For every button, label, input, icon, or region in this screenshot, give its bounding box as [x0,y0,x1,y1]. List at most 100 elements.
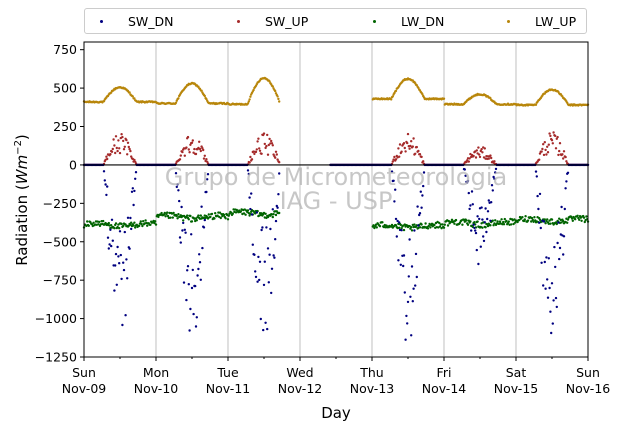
sw-dn-point [177,189,180,192]
sw-dn-point [466,179,470,183]
lw-dn-point [446,224,450,227]
sw-dn-point [546,296,550,299]
sw-dn-point [486,217,489,221]
grid-lines [155,42,517,357]
sw-up-point [481,151,484,154]
lw-dn-point [378,225,382,228]
sw-up-point [477,146,480,149]
sw-up-point [249,155,252,159]
sw-up-point [262,132,266,135]
legend-marker-sw-dn [100,20,103,23]
lw-dn-point [514,221,517,224]
lw-dn-point [424,222,427,225]
lw-up-point [131,95,134,98]
sw-up-point [483,147,486,150]
sw-dn-point [176,183,179,186]
lw-dn-point [413,223,416,226]
y-tick-label: 750 [53,42,77,57]
lw-dn-point [164,215,167,218]
sw-dn-point [564,187,567,190]
sw-dn-point [261,226,264,229]
legend-label-sw-dn: SW_DN [128,14,174,29]
lw-dn-point [502,220,505,224]
sw-dn-point [396,219,399,223]
sw-dn-point [403,291,406,294]
sw-up-point [542,153,546,157]
sw-dn-point [394,217,398,221]
lw-dn-point [532,220,535,223]
sw-dn-point [122,268,126,272]
lw-dn-point [130,221,133,224]
sw-up-point [201,147,204,150]
sw-dn-point [206,178,209,181]
sw-dn-point [255,211,258,214]
sw-dn-point [402,254,406,257]
lw-dn-point [433,223,436,227]
sw-up-point [258,147,261,150]
legend-label-lw-dn: LW_DN [401,14,445,29]
sw-dn-point [175,185,178,189]
sw-up-point [541,147,544,151]
sw-up-point [565,160,568,163]
sw-up-point [186,135,190,139]
x-tick-label-day: Mon [143,365,169,380]
sw-dn-point [250,192,253,195]
sw-dn-point [477,262,480,266]
lw-dn-point [207,213,210,216]
lw-dn-point [500,218,503,221]
sw-up-point [105,155,108,158]
lw-dn-point [177,213,180,216]
lw-dn-point [272,213,275,216]
sw-dn-point [274,238,277,241]
lw-up-point [278,100,281,103]
x-tick-label-day: Tue [216,365,239,380]
lw-dn-point [550,218,554,221]
sw-dn-point [118,230,122,233]
sw-up-point [546,151,550,154]
lw-dn-point [141,224,144,228]
sw-up-point [256,140,259,143]
lw-up-point [246,102,250,105]
sw-dn-point [490,201,493,204]
sw-dn-point [393,200,396,203]
sw-dn-point [183,228,186,231]
lw-dn-point [523,218,526,221]
sw-dn-point [469,204,472,207]
sw-dn-point [194,284,197,288]
sw-up-point [557,153,560,157]
sw-up-point [278,161,281,164]
sw-dn-point [555,305,558,309]
lw-dn-point [140,222,143,226]
sw-dn-point [265,226,268,229]
sw-dn-point [549,310,552,313]
sw-up-point [408,147,411,150]
lw-dn-point [476,220,479,223]
sw-up-point [467,160,470,163]
sw-up-point [398,143,402,146]
sw-dn-point [196,274,199,277]
sw-up-point [422,160,425,163]
y-tick-label: −750 [43,273,77,288]
sw-up-point [275,153,278,156]
sw-dn-point [416,205,419,208]
sw-dn-point [480,206,483,209]
sw-dn-point [422,184,425,188]
lw-dn-point [578,218,581,221]
lw-dn-point [146,224,149,227]
sw-up-point [191,139,194,142]
sw-up-point [552,131,555,134]
sw-dn-point [198,253,201,256]
sw-dn-point [395,235,398,238]
lw-dn-point [410,229,414,232]
sw-up-point [185,146,188,149]
lw-dn-point [199,214,202,217]
lw-dn-point [558,217,561,220]
sw-up-point [400,150,403,153]
lw-dn-point [398,226,401,229]
lw-dn-point [166,214,170,218]
lw-dn-point [239,210,242,213]
sw-up-point [545,153,548,156]
sw-up-point [410,140,413,143]
sw-dn-point [272,254,275,257]
